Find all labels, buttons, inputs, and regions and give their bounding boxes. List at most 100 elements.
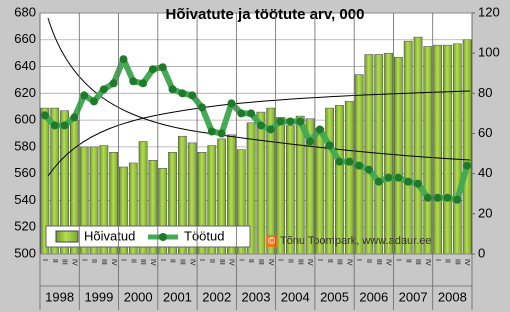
y-tick-label: 540 — [14, 192, 36, 207]
point — [40, 111, 49, 120]
point — [296, 117, 305, 126]
y2-tick-label: 20 — [478, 205, 492, 220]
point — [148, 65, 157, 74]
bar — [443, 44, 452, 255]
point — [443, 193, 452, 202]
x-tick-label: III — [453, 259, 460, 265]
point — [99, 85, 108, 94]
point — [315, 125, 324, 134]
x-tick-label: IV — [188, 259, 195, 266]
bar — [325, 107, 335, 255]
x-tick-label: IV — [424, 259, 431, 266]
point — [119, 55, 128, 64]
point — [237, 109, 246, 118]
x-tick-label: I — [120, 259, 127, 261]
point — [345, 157, 354, 166]
year-label: 2007 — [399, 289, 428, 304]
legend-label: Töötud — [184, 228, 224, 243]
year-label: 1999 — [84, 289, 113, 304]
x-tick-label: III — [218, 259, 225, 265]
point — [266, 125, 275, 134]
point — [433, 193, 442, 202]
bar — [423, 46, 433, 255]
x-tick-label: III — [414, 259, 421, 265]
point — [404, 177, 413, 186]
x-tick-label: II — [90, 259, 97, 263]
point — [463, 161, 472, 170]
point — [178, 89, 187, 98]
x-tick-label: II — [129, 259, 136, 263]
x-tick-label: IV — [306, 259, 313, 266]
bar — [276, 117, 285, 255]
point — [286, 117, 295, 126]
point — [168, 85, 177, 94]
x-tick-label: II — [326, 259, 333, 263]
x-tick-label: III — [139, 259, 146, 265]
x-tick-label: I — [159, 259, 166, 261]
x-tick-label: II — [169, 259, 176, 263]
y2-tick-label: 80 — [478, 85, 492, 100]
point — [256, 121, 265, 130]
y2-tick-label: 100 — [478, 45, 500, 60]
point — [414, 179, 422, 188]
bar — [295, 115, 305, 255]
point — [70, 113, 79, 122]
x-tick-label: III — [336, 259, 343, 265]
year-label: 2001 — [163, 289, 192, 304]
x-tick-label: I — [237, 259, 244, 261]
x-tick-label: IV — [149, 259, 156, 266]
y-tick-label: 500 — [14, 245, 36, 260]
year-label: 2006 — [359, 289, 388, 304]
bar — [403, 40, 413, 255]
x-tick-label: II — [247, 259, 254, 263]
x-tick-label: IV — [228, 259, 235, 266]
x-tick-label: III — [100, 259, 107, 265]
point — [453, 195, 462, 204]
y2-tick-label: 40 — [478, 165, 492, 180]
x-tick-label: III — [257, 259, 264, 265]
x-tick-label: IV — [110, 259, 117, 266]
legend-swatch — [159, 233, 167, 241]
x-tick-label: III — [61, 259, 68, 265]
point — [139, 79, 148, 88]
y-tick-label: 640 — [14, 58, 36, 73]
point — [364, 165, 373, 174]
x-tick-label: II — [287, 259, 294, 263]
year-label: 2004 — [281, 289, 310, 304]
x-tick-label: II — [444, 259, 451, 263]
point — [325, 141, 334, 150]
point — [90, 97, 98, 106]
x-tick-label: IV — [71, 259, 78, 266]
x-tick-label: I — [434, 259, 441, 261]
bar — [462, 39, 472, 255]
y-tick-label: 620 — [14, 85, 36, 100]
x-tick-label: II — [208, 259, 215, 263]
point — [227, 99, 236, 108]
watermark-symbol: © — [268, 236, 276, 247]
x-tick-label: II — [51, 259, 58, 263]
point — [384, 173, 393, 182]
point — [394, 173, 403, 182]
y-tick-label: 560 — [14, 165, 36, 180]
x-tick-label: I — [316, 259, 323, 261]
point — [60, 121, 69, 130]
year-label: 2005 — [320, 289, 349, 304]
point — [217, 129, 226, 138]
bar — [256, 111, 266, 255]
x-tick-label: IV — [345, 259, 352, 266]
point — [276, 117, 285, 126]
year-label: 1998 — [45, 289, 74, 304]
point — [198, 103, 206, 112]
y-tick-label: 580 — [14, 138, 36, 153]
x-tick-label: IV — [463, 259, 470, 266]
point — [207, 127, 216, 136]
bar — [452, 43, 462, 255]
bar — [364, 54, 374, 255]
chart-title: Hõivatute ja töötute arv, 000 — [166, 6, 365, 23]
point — [50, 121, 59, 130]
bar — [335, 105, 344, 255]
legend-label: Hõivatud — [84, 228, 135, 243]
point — [158, 63, 167, 72]
year-label: 2000 — [124, 289, 153, 304]
x-tick-label: I — [395, 259, 402, 261]
